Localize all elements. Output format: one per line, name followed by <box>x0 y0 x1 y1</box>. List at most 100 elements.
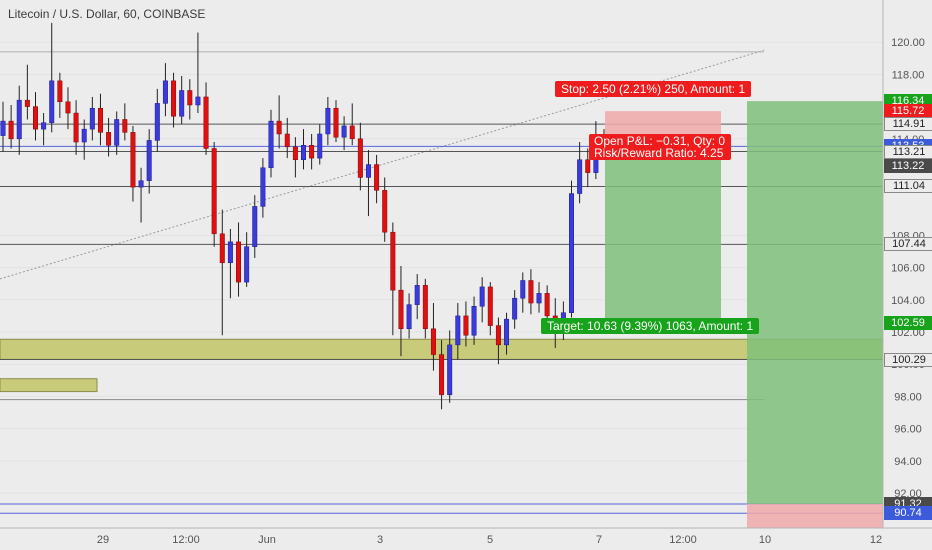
candle-body <box>349 125 355 140</box>
time-tick-label: 12:00 <box>172 534 200 546</box>
time-tick-label: 12:00 <box>669 534 697 546</box>
candle-body <box>162 80 168 104</box>
stop-loss-label: Stop: 2.50 (2.21%) 250, Amount: 1 <box>555 81 752 97</box>
candle-body <box>33 106 38 130</box>
candle-body <box>195 96 201 106</box>
candle-body <box>268 120 274 169</box>
candle-body <box>219 233 225 264</box>
price-tag: 90.74 <box>884 506 932 521</box>
candle-body <box>487 286 493 326</box>
candle-body <box>577 159 583 194</box>
candle-body <box>301 144 306 160</box>
open-pnl-line: Open P&L: −0.31, Qty: 0 <box>594 134 726 148</box>
candle-body <box>292 146 298 160</box>
profit-zone <box>605 151 721 323</box>
price-tag: 115.72 <box>884 104 932 119</box>
candle-body <box>455 315 461 346</box>
candle-body <box>81 128 87 143</box>
price-axis-panel <box>883 0 932 550</box>
small-zone <box>0 378 98 393</box>
candle-body <box>284 133 290 148</box>
risk-reward-line: Risk/Reward Ratio: 4.25 <box>594 146 724 160</box>
candle-body <box>276 120 282 135</box>
candle-body <box>130 132 136 188</box>
candle-body <box>528 280 534 304</box>
candle-body <box>544 293 550 317</box>
price-tick-label: 96.00 <box>894 424 922 436</box>
price-tick-label: 120.00 <box>891 37 925 49</box>
candle-body <box>439 354 445 396</box>
candle-body <box>49 80 55 123</box>
candle-body <box>406 304 412 330</box>
candle-body <box>227 241 233 264</box>
candle-body <box>89 107 95 130</box>
candle-body <box>122 119 128 133</box>
time-tick-label: 3 <box>377 534 383 546</box>
candle-body <box>106 132 112 146</box>
candle-body <box>414 285 420 305</box>
candle-body <box>203 96 209 149</box>
candle-body <box>171 80 177 117</box>
time-tick-label: 7 <box>596 534 602 546</box>
price-tick-label: 118.00 <box>892 69 925 81</box>
candle-body <box>357 138 363 178</box>
price-tag: 102.59 <box>884 315 932 330</box>
candle-body <box>325 107 331 135</box>
candle-body <box>430 328 436 355</box>
candle-body <box>114 119 120 146</box>
candle-body <box>333 107 339 138</box>
price-tick-label: 94.00 <box>894 456 922 468</box>
price-tag: 100.29 <box>884 352 932 367</box>
candle-body <box>447 344 453 396</box>
stop-zone-long <box>747 503 883 528</box>
candle-body <box>341 125 347 138</box>
take-profit-label: Target: 10.63 (9.39%) 1063, Amount: 1 <box>541 318 760 334</box>
price-tick-label: 104.00 <box>891 295 925 307</box>
time-tick-label: 12 <box>870 534 882 546</box>
time-axis-panel <box>0 528 932 550</box>
candle-body <box>73 112 79 143</box>
candle-body <box>187 90 193 106</box>
price-tag: 113.22 <box>884 159 932 174</box>
candle-body <box>260 167 266 207</box>
price-tick-label: 102.00 <box>891 327 925 339</box>
chart-title: Litecoin / U.S. Dollar, 60, COINBASE <box>8 7 206 21</box>
candle-body <box>211 148 217 235</box>
profit-zone-long <box>747 101 883 504</box>
candle-body <box>24 99 30 107</box>
time-tick-label: 10 <box>759 534 771 546</box>
candle-body <box>138 180 144 188</box>
candle-body <box>374 164 380 191</box>
candle-body <box>146 140 152 181</box>
time-tick-label: 29 <box>97 534 109 546</box>
time-tick-label: 5 <box>487 534 493 546</box>
candle-body <box>463 315 469 336</box>
candle-body <box>16 99 22 140</box>
candle-body <box>504 318 510 346</box>
candle-body <box>236 241 242 283</box>
time-tick-label: Jun <box>258 534 276 546</box>
candle-body <box>422 285 428 330</box>
candle-body <box>585 159 591 173</box>
candle-body <box>0 120 6 136</box>
open-pnl-label: Open P&L: −0.31, Qty: 0 Risk/Reward Rati… <box>589 134 732 160</box>
candle-body <box>479 286 485 307</box>
candle-body <box>309 144 315 159</box>
price-tag: 107.44 <box>884 237 932 252</box>
candle-body <box>8 120 14 140</box>
candle-body <box>512 297 518 320</box>
candle-body <box>41 122 47 130</box>
candle-body <box>569 193 574 313</box>
candle-body <box>317 133 323 159</box>
candle-body <box>471 306 477 336</box>
price-tag: 114.91 <box>884 117 932 132</box>
candle-body <box>520 280 526 299</box>
candle-body <box>495 325 501 346</box>
candle-body <box>252 206 258 247</box>
price-tick-label: 106.00 <box>891 263 925 275</box>
price-tag: 111.04 <box>884 179 932 194</box>
candle-body <box>390 231 396 291</box>
candle-body <box>154 103 160 141</box>
